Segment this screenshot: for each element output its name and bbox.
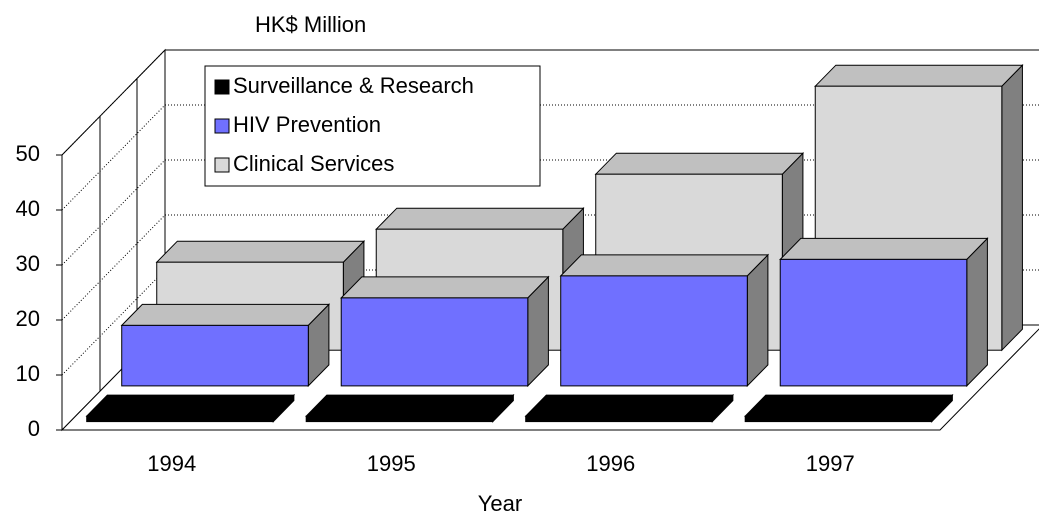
x-axis-label: Year — [478, 491, 522, 516]
bar-top — [559, 254, 770, 277]
legend-swatch — [214, 118, 230, 134]
x-tick-label: 1995 — [367, 451, 416, 476]
x-tick-label: 1994 — [147, 451, 196, 476]
bar-front — [779, 258, 968, 387]
bar-front — [340, 297, 529, 387]
bar-side — [966, 237, 988, 388]
bar-side — [746, 253, 769, 388]
y-tick-label: 20 — [16, 306, 40, 331]
grid-line — [61, 49, 166, 156]
bar-front — [305, 415, 494, 423]
bar-top — [744, 394, 954, 417]
y-tick-label: 30 — [16, 251, 40, 276]
bar-top — [340, 276, 550, 299]
legend-label: Clinical Services — [233, 151, 394, 176]
legend-label: Surveillance & Research — [233, 73, 474, 98]
bar-top — [779, 237, 989, 260]
bar — [524, 393, 735, 423]
bar-front — [86, 415, 274, 423]
bar — [779, 237, 989, 388]
bar-top — [594, 152, 805, 175]
bar — [85, 393, 296, 423]
bar-top — [375, 207, 585, 230]
y-tick-label: 50 — [16, 141, 40, 166]
bar-top — [814, 64, 1024, 87]
bar — [305, 393, 515, 423]
bar-top — [155, 240, 366, 263]
legend-box — [204, 65, 541, 187]
bar — [120, 303, 331, 388]
bar-top — [120, 303, 331, 326]
bar-side — [1001, 63, 1023, 352]
grid-line — [61, 269, 166, 376]
grid-line — [61, 159, 166, 266]
bar-top — [524, 394, 735, 417]
bar-front — [121, 324, 309, 387]
legend-swatch — [214, 157, 230, 173]
y-tick-label: 0 — [28, 416, 40, 441]
bar — [340, 275, 550, 388]
bar-front — [744, 415, 933, 423]
y-axis-label: HK$ Million — [255, 12, 366, 37]
legend-swatch — [214, 79, 230, 95]
bar — [744, 393, 954, 423]
y-tick-label: 40 — [16, 196, 40, 221]
x-tick-label: 1997 — [806, 451, 855, 476]
x-tick-label: 1996 — [586, 451, 635, 476]
bar — [559, 253, 770, 388]
bar-top — [85, 394, 296, 417]
bar-front — [560, 275, 748, 387]
y-tick-label: 10 — [16, 361, 40, 386]
grid-line — [61, 214, 166, 321]
grid-line — [61, 104, 166, 211]
bar-front — [525, 415, 713, 423]
legend-label: HIV Prevention — [233, 112, 381, 137]
bar-top — [305, 394, 515, 417]
